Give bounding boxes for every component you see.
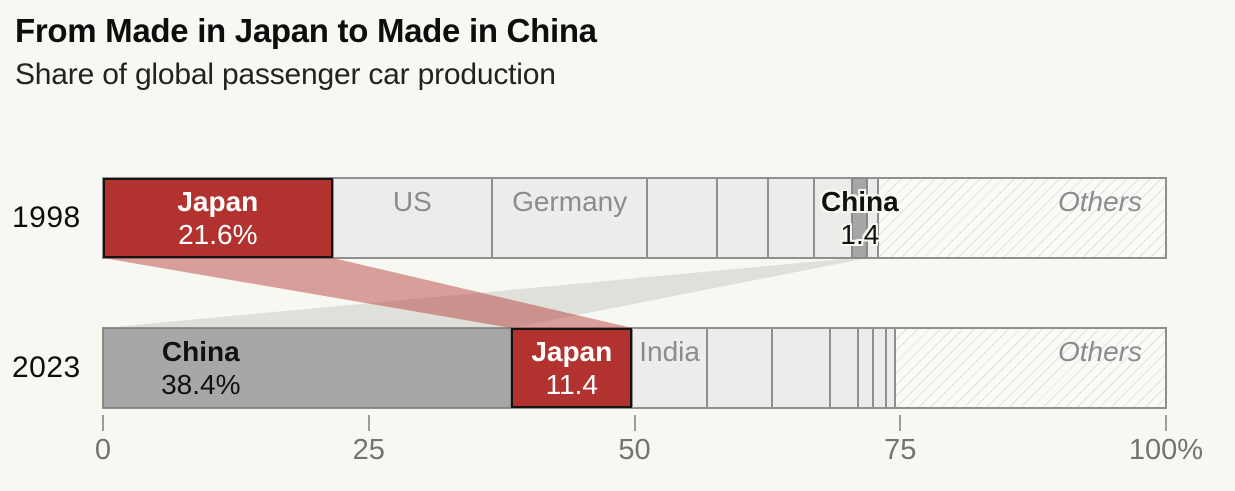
- axis-tick-label: 100%: [1128, 434, 1204, 466]
- bar-segment-china: [103, 328, 512, 408]
- axis-tick-label: 25: [352, 434, 385, 466]
- bar-segment-unlabeled: [768, 178, 815, 258]
- axis-tick-mark: [102, 415, 104, 431]
- axis-tick-mark: [633, 415, 636, 431]
- bar-segment-unlabeled: [814, 178, 853, 258]
- bar-segment-unlabeled: [717, 178, 769, 258]
- axis-tick-label: 50: [618, 434, 651, 466]
- bar-row-1998: Japan 21.6% US Germany China 1.4 Others: [103, 178, 1166, 258]
- bar-segment-india: [632, 328, 707, 408]
- axis-tick-label: 75: [884, 434, 917, 466]
- bar-segment-unlabeled: [872, 328, 887, 408]
- bar-segment-china: [852, 178, 868, 258]
- bar-segment-japan: [511, 328, 633, 408]
- axis-tick-label: 0: [94, 434, 112, 466]
- bar-segment-us: [332, 178, 493, 258]
- bar-segment-unlabeled: [771, 328, 831, 408]
- connector-japan: [103, 258, 633, 328]
- bar-row-2023: China 38.4% Japan 11.4 India Others: [103, 328, 1166, 408]
- chart-subtitle: Share of global passenger car production: [15, 58, 556, 91]
- axis-tick-mark: [1165, 415, 1167, 431]
- chart-title: From Made in Japan to Made in China: [15, 12, 597, 49]
- bar-segment-others: [877, 178, 1166, 258]
- row-label-2023: 2023: [12, 351, 81, 384]
- bar-segment-unlabeled: [830, 328, 858, 408]
- bar-segment-germany: [492, 178, 648, 258]
- bar-segment-unlabeled: [647, 178, 718, 258]
- axis-tick-mark: [899, 415, 902, 431]
- bar-segment-unlabeled: [857, 328, 873, 408]
- flow-connectors: [103, 258, 868, 328]
- bar-segment-unlabeled: [867, 178, 878, 258]
- connector-china: [103, 258, 868, 328]
- bar-segment-others: [894, 328, 1166, 408]
- bar-segment-japan: [103, 178, 333, 258]
- row-label-1998: 1998: [12, 201, 81, 234]
- bar-segment-unlabeled: [706, 328, 772, 408]
- bar-segment-unlabeled: [886, 328, 895, 408]
- axis-tick-mark: [367, 415, 370, 431]
